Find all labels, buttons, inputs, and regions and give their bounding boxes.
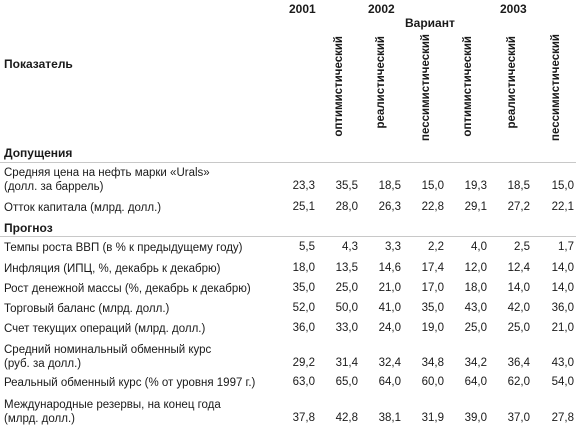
cell-2001: 35,0 bbox=[292, 282, 315, 294]
cell-2001: 25,1 bbox=[292, 201, 315, 213]
cell-2003-optimistic: 29,1 bbox=[464, 201, 487, 213]
variant-label: Вариант bbox=[405, 16, 455, 30]
row-label-trade-balance: Торговый баланс (млрд. долл.) bbox=[4, 303, 170, 315]
cell-2003-optimistic: 39,0 bbox=[464, 412, 487, 424]
scenario-optimistic-2002: оптимистический bbox=[333, 36, 345, 137]
cell-2003-pessimistic: 21,0 bbox=[551, 322, 574, 334]
section-forecast: Прогноз bbox=[4, 221, 53, 235]
cell-2002-optimistic: 4,3 bbox=[342, 241, 358, 253]
row-label-real-rate: Реальный обменный курс (% от уровня 1997… bbox=[4, 377, 256, 389]
cell-2001: 36,0 bbox=[292, 322, 315, 334]
cell-2002-optimistic: 42,8 bbox=[335, 412, 358, 424]
cell-2003-realistic: 2,5 bbox=[514, 241, 530, 253]
cell-2003-realistic: 42,0 bbox=[507, 302, 530, 314]
section-divider bbox=[0, 236, 576, 237]
cell-2002-optimistic: 50,0 bbox=[335, 302, 358, 314]
row-label-nominal-rate-unit: (руб. за долл.) bbox=[4, 358, 82, 370]
row-label-nominal-rate: Средний номинальный обменный курс bbox=[4, 344, 212, 356]
cell-2002-pessimistic: 2,2 bbox=[428, 241, 444, 253]
year-2003: 2003 bbox=[500, 2, 527, 16]
cell-2002-realistic: 18,5 bbox=[378, 180, 401, 192]
scenario-optimistic-2003: оптимистический bbox=[462, 36, 474, 137]
cell-2002-optimistic: 28,0 bbox=[335, 201, 358, 213]
cell-2002-realistic: 21,0 bbox=[378, 282, 401, 294]
cell-2002-realistic: 3,3 bbox=[385, 241, 401, 253]
cell-2001: 5,5 bbox=[299, 241, 315, 253]
cell-2002-pessimistic: 60,0 bbox=[421, 376, 444, 388]
cell-2003-pessimistic: 54,0 bbox=[551, 376, 574, 388]
cell-2003-realistic: 12,4 bbox=[507, 262, 530, 274]
scenario-pessimistic-2002: пессимистический bbox=[420, 34, 432, 141]
cell-2003-optimistic: 4,0 bbox=[471, 241, 487, 253]
year-2001: 2001 bbox=[289, 2, 316, 16]
cell-2002-pessimistic: 35,0 bbox=[421, 302, 444, 314]
row-label-reserves-unit: (млрд. долл.) bbox=[4, 413, 75, 425]
cell-2003-realistic: 25,0 bbox=[507, 322, 530, 334]
cell-2003-pessimistic: 27,8 bbox=[551, 412, 574, 424]
year-2002: 2002 bbox=[368, 2, 395, 16]
cell-2001: 23,3 bbox=[292, 180, 315, 192]
row-label-money-supply: Рост денежной массы (%, декабрь к декабр… bbox=[4, 283, 251, 295]
cell-2003-realistic: 37,0 bbox=[507, 412, 530, 424]
cell-2002-realistic: 32,4 bbox=[378, 357, 401, 369]
indicator-column-header: Показатель bbox=[4, 57, 73, 71]
section-divider bbox=[0, 162, 576, 163]
cell-2002-pessimistic: 17,0 bbox=[421, 282, 444, 294]
row-label-capital-outflow: Отток капитала (млрд. долл.) bbox=[4, 202, 162, 214]
cell-2002-realistic: 41,0 bbox=[378, 302, 401, 314]
cell-2002-optimistic: 13,5 bbox=[335, 262, 358, 274]
cell-2003-optimistic: 43,0 bbox=[464, 302, 487, 314]
cell-2002-pessimistic: 34,8 bbox=[421, 357, 444, 369]
row-label-oil-price-unit: (долл. за баррель) bbox=[4, 181, 104, 193]
cell-2002-optimistic: 25,0 bbox=[335, 282, 358, 294]
cell-2002-optimistic: 35,5 bbox=[335, 180, 358, 192]
cell-2001: 52,0 bbox=[292, 302, 315, 314]
scenario-realistic-2003: реалистический bbox=[506, 36, 518, 129]
row-label-current-account: Счет текущих операций (млрд. долл.) bbox=[4, 323, 206, 335]
cell-2002-optimistic: 65,0 bbox=[335, 376, 358, 388]
row-label-gdp-growth: Темпы роста ВВП (в % к предыдущему году) bbox=[4, 242, 243, 254]
cell-2003-pessimistic: 36,0 bbox=[551, 302, 574, 314]
cell-2003-optimistic: 19,3 bbox=[464, 180, 487, 192]
cell-2003-realistic: 18,5 bbox=[507, 180, 530, 192]
cell-2002-pessimistic: 17,4 bbox=[421, 262, 444, 274]
cell-2002-realistic: 14,6 bbox=[378, 262, 401, 274]
cell-2003-pessimistic: 1,7 bbox=[558, 241, 574, 253]
cell-2002-realistic: 26,3 bbox=[378, 201, 401, 213]
cell-2003-pessimistic: 15,0 bbox=[551, 180, 574, 192]
cell-2001: 63,0 bbox=[292, 376, 315, 388]
scenario-pessimistic-2003: пессимистический bbox=[550, 34, 562, 141]
cell-2003-optimistic: 34,2 bbox=[464, 357, 487, 369]
cell-2001: 37,8 bbox=[292, 412, 315, 424]
cell-2002-optimistic: 33,0 bbox=[335, 322, 358, 334]
cell-2002-optimistic: 31,4 bbox=[335, 357, 358, 369]
cell-2002-realistic: 24,0 bbox=[378, 322, 401, 334]
cell-2001: 18,0 bbox=[292, 262, 315, 274]
row-label-oil-price: Средняя цена на нефть марки «Urals» bbox=[4, 167, 210, 179]
cell-2001: 29,2 bbox=[292, 357, 315, 369]
cell-2003-realistic: 36,4 bbox=[507, 357, 530, 369]
cell-2003-pessimistic: 14,0 bbox=[551, 282, 574, 294]
cell-2002-pessimistic: 31,9 bbox=[421, 412, 444, 424]
cell-2003-optimistic: 25,0 bbox=[464, 322, 487, 334]
cell-2003-pessimistic: 14,0 bbox=[551, 262, 574, 274]
cell-2003-pessimistic: 22,1 bbox=[551, 201, 574, 213]
cell-2002-pessimistic: 19,0 bbox=[421, 322, 444, 334]
row-label-reserves: Международные резервы, на конец года bbox=[4, 399, 221, 411]
cell-2002-pessimistic: 15,0 bbox=[421, 180, 444, 192]
cell-2002-realistic: 64,0 bbox=[378, 376, 401, 388]
cell-2003-realistic: 62,0 bbox=[507, 376, 530, 388]
cell-2003-optimistic: 18,0 bbox=[464, 282, 487, 294]
cell-2002-realistic: 38,1 bbox=[378, 412, 401, 424]
section-assumptions: Допущения bbox=[4, 146, 73, 160]
cell-2003-pessimistic: 43,0 bbox=[551, 357, 574, 369]
cell-2003-realistic: 27,2 bbox=[507, 201, 530, 213]
cell-2003-realistic: 14,0 bbox=[507, 282, 530, 294]
cell-2002-pessimistic: 22,8 bbox=[421, 201, 444, 213]
cell-2003-optimistic: 12,0 bbox=[464, 262, 487, 274]
row-label-inflation: Инфляция (ИПЦ, %, декабрь к декабрю) bbox=[4, 263, 221, 275]
cell-2003-optimistic: 64,0 bbox=[464, 376, 487, 388]
scenario-realistic-2002: реалистический bbox=[375, 36, 387, 129]
